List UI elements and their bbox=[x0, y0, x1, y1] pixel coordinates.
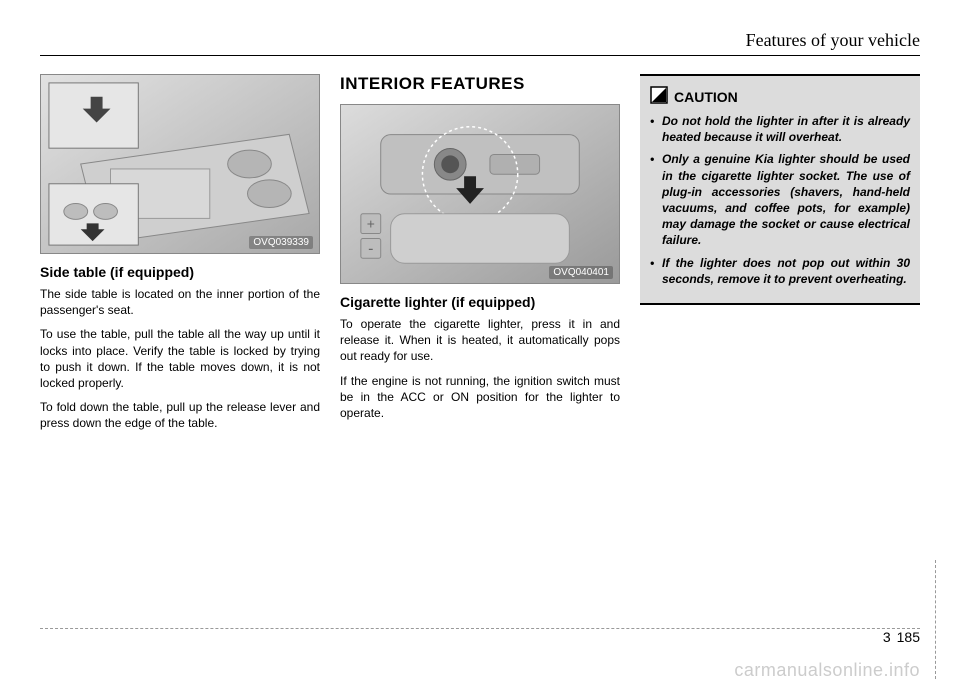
section-heading: INTERIOR FEATURES bbox=[340, 74, 620, 94]
column-2: INTERIOR FEATURES bbox=[340, 74, 620, 440]
caution-item: If the lighter does not pop out within 3… bbox=[650, 255, 910, 287]
side-table-p2: To use the table, pull the table all the… bbox=[40, 326, 320, 391]
figure-cigarette-lighter: + - OVQ040401 bbox=[340, 104, 620, 284]
cigarette-lighter-p1: To operate the cigarette lighter, press … bbox=[340, 316, 620, 365]
caution-item: Only a genuine Kia lighter should be use… bbox=[650, 151, 910, 248]
side-table-heading: Side table (if equipped) bbox=[40, 264, 320, 280]
caution-item: Do not hold the lighter in after it is a… bbox=[650, 113, 910, 145]
side-table-p3: To fold down the table, pull up the rele… bbox=[40, 399, 320, 431]
manual-page: Features of your vehicle bbox=[0, 0, 960, 689]
side-table-p1: The side table is located on the inner p… bbox=[40, 286, 320, 318]
figure-label: OVQ040401 bbox=[549, 266, 613, 279]
cigarette-lighter-p2: If the engine is not running, the igniti… bbox=[340, 373, 620, 422]
content-columns: OVQ039339 Side table (if equipped) The s… bbox=[40, 74, 920, 440]
svg-text:-: - bbox=[368, 240, 373, 257]
caution-list: Do not hold the lighter in after it is a… bbox=[650, 113, 910, 287]
figure-side-table: OVQ039339 bbox=[40, 74, 320, 254]
caution-icon bbox=[650, 86, 668, 107]
cigarette-lighter-heading: Cigarette lighter (if equipped) bbox=[340, 294, 620, 310]
svg-text:+: + bbox=[367, 216, 375, 232]
column-3: CAUTION Do not hold the lighter in after… bbox=[640, 74, 920, 440]
figure-label: OVQ039339 bbox=[249, 236, 313, 249]
page-header: Features of your vehicle bbox=[40, 30, 920, 56]
page-number: 185 bbox=[897, 629, 920, 645]
dashed-rule-bottom bbox=[40, 628, 920, 629]
column-1: OVQ039339 Side table (if equipped) The s… bbox=[40, 74, 320, 440]
caution-box: CAUTION Do not hold the lighter in after… bbox=[640, 74, 920, 305]
caution-title-text: CAUTION bbox=[674, 89, 738, 105]
page-footer: 3 185 bbox=[883, 629, 920, 645]
dashed-rule-right bbox=[935, 560, 936, 679]
watermark: carmanualsonline.info bbox=[734, 660, 920, 681]
section-number: 3 bbox=[883, 629, 891, 645]
caution-title-row: CAUTION bbox=[650, 86, 910, 107]
chapter-title: Features of your vehicle bbox=[746, 30, 920, 50]
